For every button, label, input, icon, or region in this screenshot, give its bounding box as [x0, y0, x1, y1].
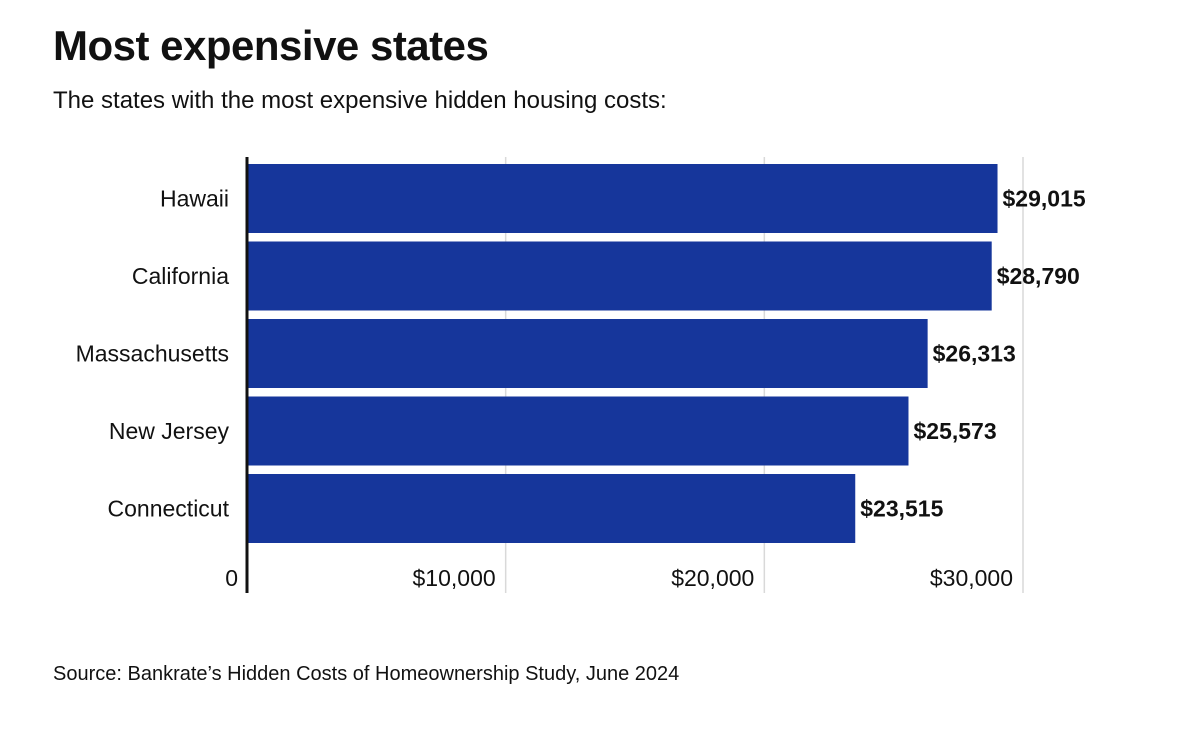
- bar-california: [247, 241, 992, 311]
- value-label: $26,313: [933, 341, 1016, 367]
- value-label: $28,790: [997, 263, 1080, 289]
- value-label: $25,573: [913, 418, 996, 444]
- chart-title: Most expensive states: [53, 22, 489, 69]
- value-label: $29,015: [1003, 186, 1086, 212]
- bar-massachusetts: [247, 319, 928, 388]
- value-label: $23,515: [860, 496, 943, 522]
- x-axis-ticks: 0 $10,000 $20,000 $30,000: [225, 565, 1013, 591]
- category-label: New Jersey: [109, 418, 230, 444]
- category-label: California: [132, 263, 229, 289]
- bars: [247, 164, 998, 543]
- category-labels: Hawaii California Massachusetts New Jersey C…: [76, 186, 230, 522]
- x-tick-label: $20,000: [671, 565, 754, 591]
- source-note: Source: Bankrate’s Hidden Costs of Homeo…: [53, 663, 680, 685]
- bar-new-jersey: [247, 396, 909, 466]
- category-label: Connecticut: [108, 496, 230, 522]
- bar-hawaii: [247, 164, 998, 233]
- x-tick-label: $30,000: [930, 565, 1013, 591]
- chart-subtitle: The states with the most expensive hidde…: [53, 87, 667, 114]
- bar-connecticut: [247, 474, 856, 543]
- value-labels: $29,015 $28,790 $26,313 $25,573 $23,515: [860, 186, 1086, 522]
- category-label: Massachusetts: [76, 341, 229, 367]
- category-label: Hawaii: [160, 186, 229, 212]
- bar-chart: Hawaii California Massachusetts New Jersey C…: [76, 157, 1086, 593]
- x-tick-label: 0: [225, 565, 238, 591]
- x-tick-label: $10,000: [413, 565, 496, 591]
